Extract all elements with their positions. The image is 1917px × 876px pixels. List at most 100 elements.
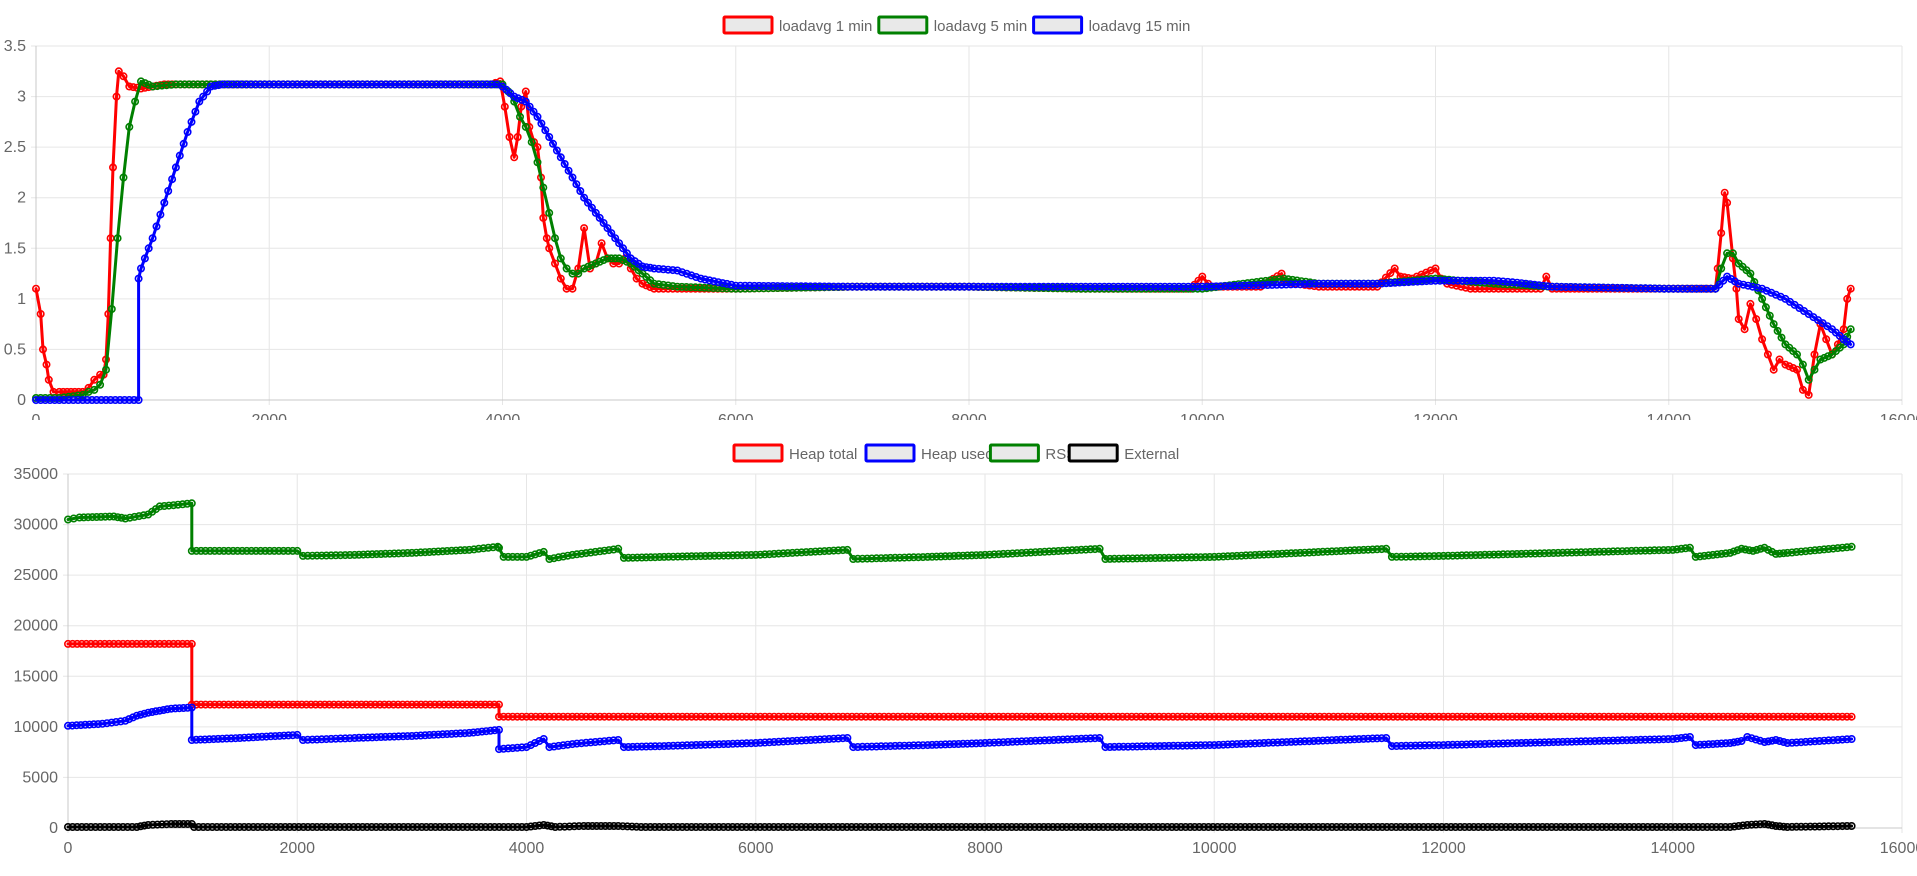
data-point <box>1748 282 1757 291</box>
data-point <box>611 234 620 243</box>
data-point <box>478 80 487 89</box>
data-point <box>962 712 971 721</box>
data-point <box>1824 822 1833 831</box>
legend-item-external[interactable]: External <box>1067 443 1179 463</box>
data-point <box>533 158 542 167</box>
data-point <box>308 735 317 744</box>
data-point <box>517 822 526 831</box>
data-point <box>770 737 779 746</box>
data-point <box>1058 735 1067 744</box>
data-point <box>1198 282 1207 291</box>
data-point <box>1469 822 1478 831</box>
data-point <box>1131 822 1140 831</box>
data-point <box>1618 547 1627 556</box>
data-point <box>123 822 132 831</box>
data-point <box>1212 282 1221 291</box>
data-point <box>1115 742 1124 751</box>
data-point <box>1744 281 1753 290</box>
data-point <box>153 820 162 829</box>
data-point <box>1524 822 1533 831</box>
data-point <box>1586 712 1595 721</box>
data-point <box>580 193 589 202</box>
data-point <box>1077 734 1086 743</box>
data-point <box>556 274 565 283</box>
data-point <box>1397 741 1406 750</box>
data-point <box>545 133 554 142</box>
data-point <box>1406 552 1415 561</box>
data-point <box>1595 547 1604 556</box>
legend-item-loadavg-5-min[interactable]: loadavg 5 min <box>877 15 1027 35</box>
data-point <box>404 80 413 89</box>
data-point <box>1402 741 1411 750</box>
legend-item-rss[interactable]: RSS <box>988 443 1076 463</box>
data-point <box>1761 303 1770 312</box>
data-point <box>975 822 984 831</box>
data-point <box>1607 822 1616 831</box>
data-point <box>1723 198 1732 207</box>
data-point <box>905 553 914 562</box>
data-point <box>1186 822 1195 831</box>
data-point <box>1846 340 1855 349</box>
legend-item-heap-used[interactable]: Heap used <box>864 443 994 463</box>
data-point <box>1119 742 1128 751</box>
data-point <box>971 822 980 831</box>
data-point <box>587 203 596 212</box>
data-point <box>978 282 987 291</box>
data-point <box>907 822 916 831</box>
data-point <box>265 546 274 555</box>
data-point <box>779 549 788 558</box>
data-point <box>1323 279 1332 288</box>
data-point <box>84 513 93 522</box>
data-point <box>1341 546 1350 555</box>
data-point <box>160 198 169 207</box>
data-point <box>325 80 334 89</box>
data-point <box>545 743 554 752</box>
data-point <box>1145 822 1154 831</box>
data-point <box>425 730 434 739</box>
data-point <box>678 712 687 721</box>
data-point <box>306 700 315 709</box>
data-point <box>737 739 746 748</box>
legend-item-loadavg-1-min[interactable]: loadavg 1 min <box>722 15 872 35</box>
data-point <box>1036 736 1045 745</box>
data-point <box>985 712 994 721</box>
data-point <box>1283 712 1292 721</box>
data-point <box>1282 549 1291 558</box>
data-point <box>1503 277 1512 286</box>
data-point <box>1302 712 1311 721</box>
x-tick-label: 0 <box>64 840 73 857</box>
data-point <box>394 822 403 831</box>
data-point <box>1164 553 1173 562</box>
legend-item-loadavg-15-min[interactable]: loadavg 15 min <box>1032 15 1191 35</box>
data-point <box>701 712 710 721</box>
data-point <box>1114 712 1123 721</box>
data-point <box>599 256 608 265</box>
data-point <box>1202 282 1211 291</box>
data-point <box>1396 822 1405 831</box>
data-point <box>792 822 801 831</box>
data-point <box>664 822 673 831</box>
data-point <box>354 550 363 559</box>
data-point <box>591 547 600 556</box>
data-point <box>1689 822 1698 831</box>
data-point <box>1806 712 1815 721</box>
data-point <box>1749 546 1758 555</box>
data-point <box>990 550 999 559</box>
data-point <box>628 553 637 562</box>
data-point <box>540 712 549 721</box>
data-point <box>508 744 517 753</box>
data-point <box>227 80 236 89</box>
data-point <box>376 550 385 559</box>
data-point <box>303 822 312 831</box>
data-point <box>508 552 517 561</box>
data-point <box>890 282 899 291</box>
data-point <box>1674 284 1683 293</box>
data-point <box>834 734 843 743</box>
data-point <box>1517 712 1526 721</box>
data-point <box>1434 552 1443 561</box>
legend-item-heap-total[interactable]: Heap total <box>732 443 857 463</box>
data-point <box>158 820 167 829</box>
data-point <box>765 738 774 747</box>
data-point <box>1240 281 1249 290</box>
data-point <box>759 281 768 290</box>
